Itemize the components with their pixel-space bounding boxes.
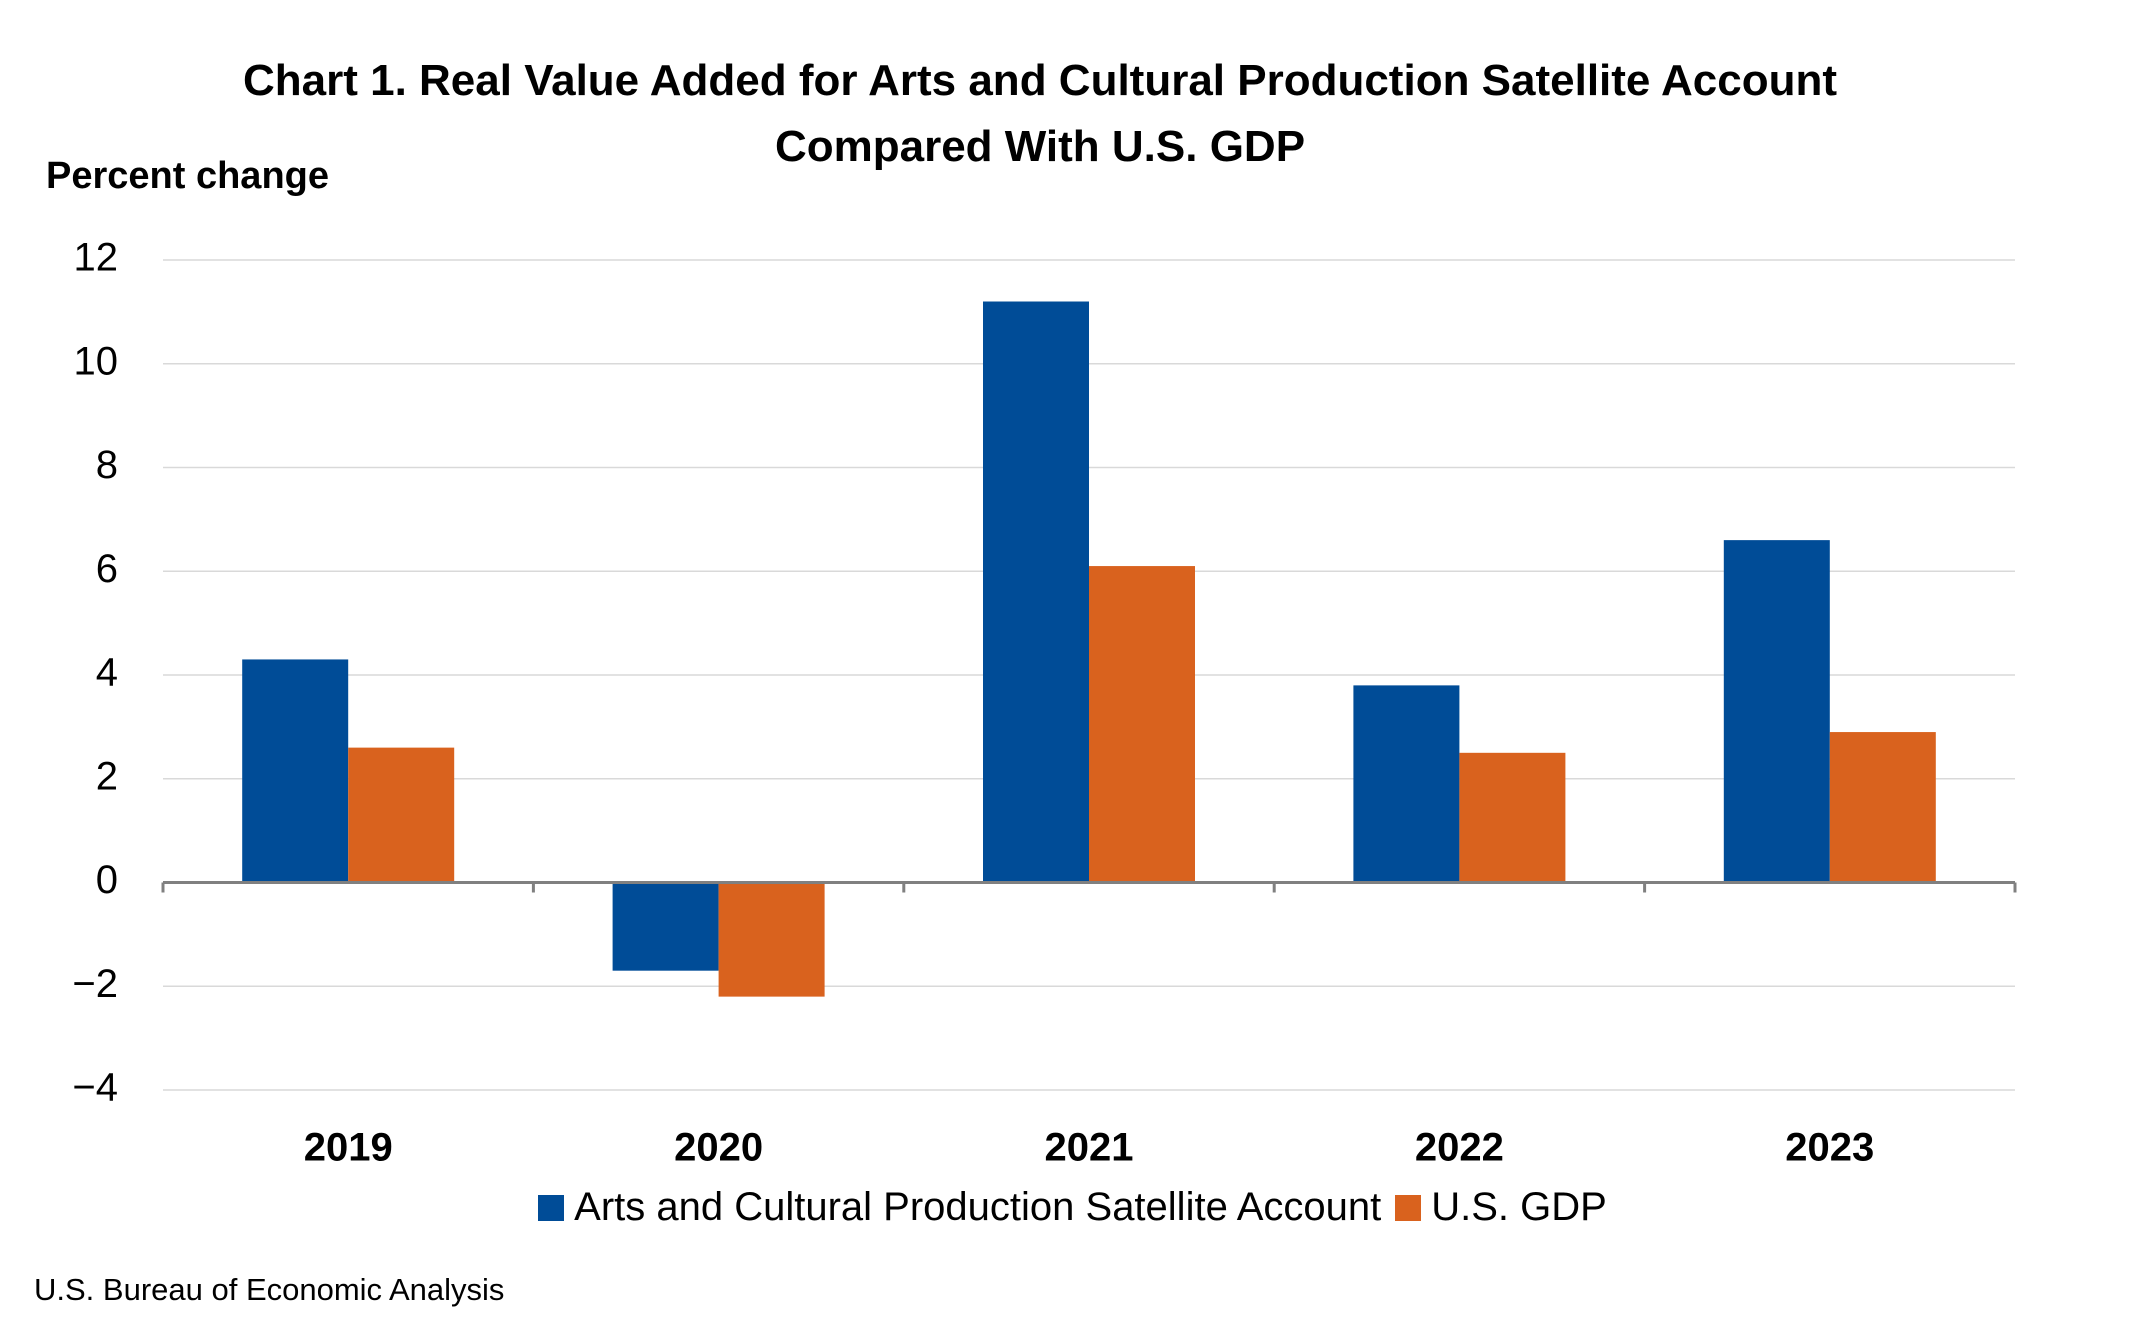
bar xyxy=(718,882,825,997)
chart-title: Chart 1. Real Value Added for Arts and C… xyxy=(242,56,1837,171)
legend-item: Arts and Cultural Production Satellite A… xyxy=(538,1185,1381,1230)
legend-swatch xyxy=(1395,1194,1422,1221)
bar xyxy=(1459,752,1566,883)
bar xyxy=(612,882,719,971)
bar xyxy=(1089,566,1195,883)
legend: Arts and Cultural Production Satellite A… xyxy=(0,1185,2145,1230)
x-tick-label: 2022 xyxy=(1415,1126,1504,1170)
bar xyxy=(348,747,455,883)
legend-item: U.S. GDP xyxy=(1395,1185,1607,1230)
y-tick-label: 10 xyxy=(74,339,119,383)
y-tick-label: −2 xyxy=(72,962,118,1006)
source-note: U.S. Bureau of Economic Analysis xyxy=(34,1272,505,1307)
legend-label: Arts and Cultural Production Satellite A… xyxy=(574,1185,1382,1229)
x-tick-label: 2019 xyxy=(304,1126,393,1170)
y-tick-label: 0 xyxy=(96,858,118,902)
chart: −4 −2 0 2 4 6 8 10 12 2019 2020 2021 2022 2023 xyxy=(72,236,2017,1170)
x-tick-label: 2021 xyxy=(1045,1126,1134,1170)
bar xyxy=(983,301,1089,883)
legend-swatch xyxy=(538,1194,565,1221)
y-tick-label: 2 xyxy=(96,754,118,798)
bar xyxy=(242,659,349,883)
x-tick-label: 2023 xyxy=(1785,1126,1874,1170)
y-tick-label: −4 xyxy=(72,1066,118,1110)
y-axis-label: Percent change xyxy=(46,155,329,197)
x-tick-label: 2020 xyxy=(674,1126,763,1170)
legend-label: U.S. GDP xyxy=(1431,1185,1607,1229)
y-tick-label: 6 xyxy=(96,547,118,591)
bar xyxy=(1723,540,1830,883)
y-tick-label: 4 xyxy=(96,651,118,695)
y-tick-label: 8 xyxy=(96,443,118,487)
y-tick-label: 12 xyxy=(74,236,119,280)
bar xyxy=(1829,732,1936,883)
bar xyxy=(1353,685,1460,883)
